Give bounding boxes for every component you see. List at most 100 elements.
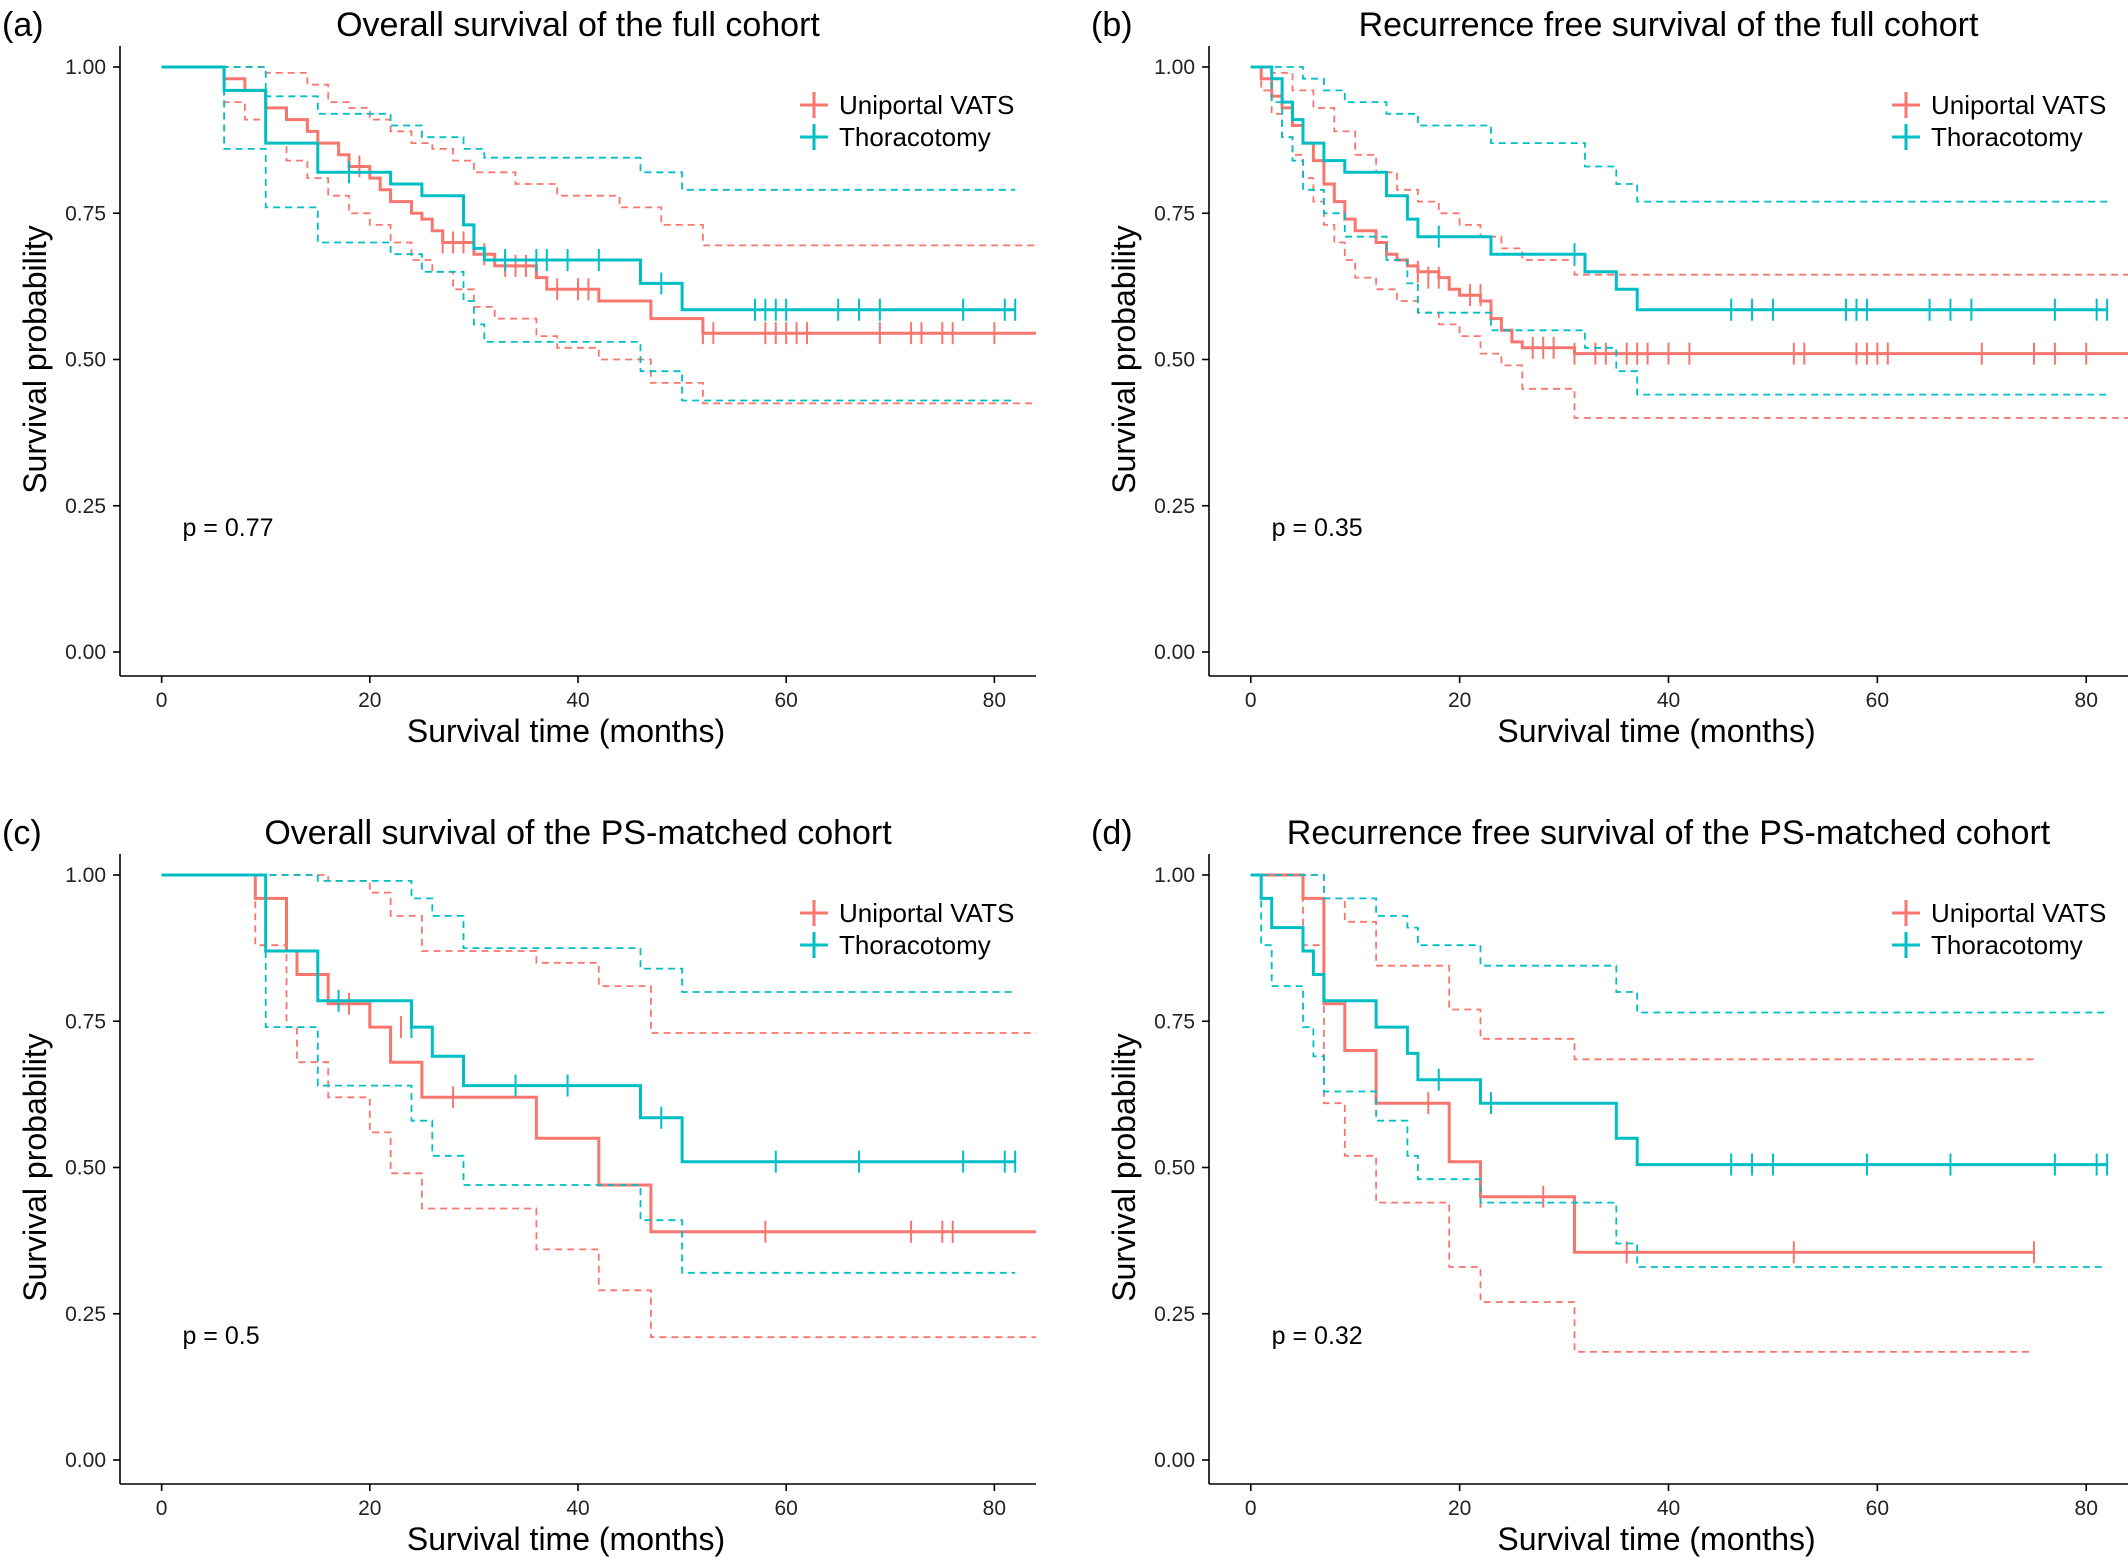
x-tick-label: 60 [1866,689,1889,712]
x-tick-label: 80 [983,1497,1006,1520]
chart-title: Overall survival of the PS-matched cohor… [264,814,892,852]
y-tick-label: 1.00 [65,864,106,887]
p-value-label: p = 0.77 [182,514,273,542]
chart-title: Recurrence free survival of the full coh… [1359,6,1979,44]
x-tick-label: 40 [1657,1497,1680,1520]
panel-label: (a) [2,6,44,44]
ci-lower-line [161,874,1016,1274]
x-tick-label: 60 [775,1497,798,1520]
y-axis-title: Survival probability [1106,1033,1142,1302]
ci-upper-line [161,874,1016,993]
survival-curve [1250,873,2108,1167]
x-tick-label: 20 [1448,689,1471,712]
ci-lower-line [161,66,1036,405]
ci-lower-line [1250,66,2128,419]
x-tick-label: 20 [358,1497,381,1520]
ci-upper-line [1250,66,2128,276]
y-tick-label: 0.75 [1154,1010,1195,1033]
y-tick-label: 0.50 [65,1157,106,1180]
y-tick-label: 0.00 [65,1449,106,1472]
legend-label: Thoracotomy [839,122,991,152]
ci-upper-line [1250,874,2108,1014]
panel-label: (b) [1091,6,1133,44]
x-tick-label: 80 [983,689,1006,712]
ci-lower-line [1250,874,2108,1268]
series-thor [161,873,1017,1274]
legend-label: Thoracotomy [1931,122,2083,152]
y-tick-label: 0.50 [1154,349,1195,372]
y-tick-label: 0.50 [1154,1157,1195,1180]
x-tick-label: 80 [2075,1497,2098,1520]
survival-curve [1250,65,2128,356]
series-thor [161,65,1017,402]
ci-upper-line [161,874,1036,1034]
y-tick-label: 0.00 [1154,641,1195,664]
km-panel-4: (d) Recurrence free survival of the PS-ma… [1091,814,2128,1557]
y-tick-label: 0.25 [65,1303,106,1326]
panel-label: (d) [1091,814,1133,852]
ci-lower-line [161,874,1036,1339]
ci-lower-line [1250,66,2108,396]
panel-label: (c) [2,814,42,852]
x-tick-label: 0 [1245,689,1257,712]
x-tick-label: 20 [1448,1497,1471,1520]
legend-label: Thoracotomy [839,930,991,960]
survival-curve [1250,65,2108,312]
x-tick-label: 40 [566,1497,589,1520]
ci-upper-line [1250,874,2034,1061]
series-vats [1250,65,2128,419]
p-value-label: p = 0.32 [1272,1322,1363,1350]
survival-curve [161,65,1036,335]
y-axis-title: Survival probability [17,225,53,494]
x-tick-label: 0 [1245,1497,1257,1520]
chart-title: Recurrence free survival of the PS-match… [1287,814,2051,852]
x-tick-label: 0 [156,689,168,712]
y-tick-label: 1.00 [1154,56,1195,79]
ci-lower-line [1250,874,2034,1353]
survival-curve [1250,873,2034,1254]
x-tick-label: 60 [775,689,798,712]
series-vats [1250,873,2036,1353]
ci-upper-line [161,66,1036,247]
legend-label: Uniportal VATS [1931,898,2106,928]
x-tick-label: 80 [2075,689,2098,712]
survival-curve [161,65,1016,312]
x-tick-label: 60 [1866,1497,1889,1520]
legend-label: Uniportal VATS [1931,90,2106,120]
legend-label: Uniportal VATS [839,898,1014,928]
x-tick-label: 20 [358,689,381,712]
y-tick-label: 0.25 [65,495,106,518]
km-panel-1: (a) Overall survival of the full cohort 0.… [2,6,1036,749]
y-tick-label: 0.25 [1154,495,1195,518]
y-tick-label: 0.25 [1154,1303,1195,1326]
chart-title: Overall survival of the full cohort [336,6,820,44]
y-tick-label: 0.50 [65,349,106,372]
y-tick-label: 0.75 [65,202,106,225]
y-tick-label: 0.75 [1154,202,1195,225]
ci-lower-line [161,66,1016,402]
series-thor [1250,873,2109,1268]
legend-label: Thoracotomy [1931,930,2083,960]
p-value-label: p = 0.5 [182,1322,259,1350]
km-panel-2: (b) Recurrence free survival of the full … [1091,6,2128,749]
x-axis-title: Survival time (months) [407,713,725,749]
survival-curve [161,873,1036,1234]
p-value-label: p = 0.35 [1272,514,1363,542]
series-vats [161,65,1036,405]
x-tick-label: 0 [156,1497,168,1520]
y-tick-label: 1.00 [1154,864,1195,887]
series-thor [1250,65,2109,396]
km-panel-3: (c) Overall survival of the PS-matched co… [2,814,1036,1557]
series-vats [161,873,1036,1339]
x-axis-title: Survival time (months) [1497,713,1815,749]
legend-label: Uniportal VATS [839,90,1014,120]
y-tick-label: 0.00 [65,641,106,664]
y-tick-label: 0.00 [1154,1449,1195,1472]
x-tick-label: 40 [1657,689,1680,712]
y-tick-label: 1.00 [65,56,106,79]
y-axis-title: Survival probability [17,1033,53,1302]
y-axis-title: Survival probability [1106,225,1142,494]
y-tick-label: 0.75 [65,1010,106,1033]
x-tick-label: 40 [566,689,589,712]
